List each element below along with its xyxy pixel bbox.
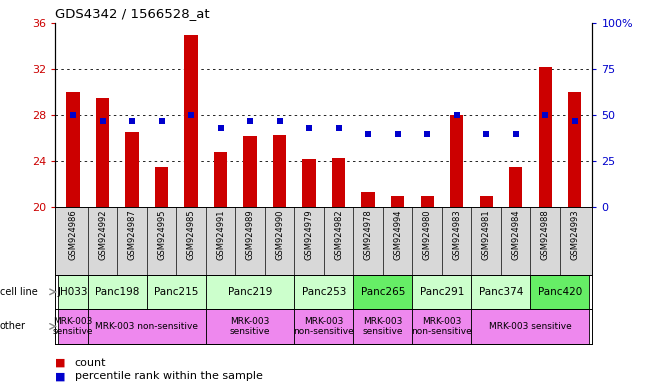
Bar [155, 167, 168, 207]
Bar [353, 309, 412, 344]
Text: Panc291: Panc291 [420, 287, 464, 297]
Point [510, 131, 521, 137]
Text: cell line: cell line [0, 287, 38, 297]
Text: GDS4342 / 1566528_at: GDS4342 / 1566528_at [55, 7, 210, 20]
Text: GSM924991: GSM924991 [216, 209, 225, 260]
Text: MRK-003
non-sensitive: MRK-003 non-sensitive [411, 317, 472, 336]
Text: Panc374: Panc374 [478, 287, 523, 297]
Point [215, 125, 226, 131]
Point [98, 118, 108, 124]
Point [156, 118, 167, 124]
Bar [412, 309, 471, 344]
Bar [273, 135, 286, 207]
Bar [421, 196, 434, 207]
Point [68, 112, 78, 118]
Text: other: other [0, 321, 26, 331]
Text: count: count [75, 358, 106, 368]
Text: MRK-003
sensitive: MRK-003 sensitive [363, 317, 403, 336]
Point [363, 131, 373, 137]
Point [422, 131, 432, 137]
Point [451, 112, 462, 118]
Bar [88, 309, 206, 344]
Bar [96, 98, 109, 207]
Text: GSM924993: GSM924993 [570, 209, 579, 260]
Text: GSM924986: GSM924986 [68, 209, 77, 260]
Point [245, 118, 255, 124]
Text: GSM924984: GSM924984 [511, 209, 520, 260]
Bar [480, 196, 493, 207]
Text: ■: ■ [55, 371, 66, 381]
Point [333, 125, 344, 131]
Text: GSM924979: GSM924979 [305, 209, 314, 260]
Bar [88, 275, 147, 309]
Bar [332, 158, 345, 207]
Text: percentile rank within the sample: percentile rank within the sample [75, 371, 263, 381]
Text: MRK-003 non-sensitive: MRK-003 non-sensitive [95, 322, 199, 331]
Text: MRK-003 sensitive: MRK-003 sensitive [489, 322, 572, 331]
Bar [126, 132, 139, 207]
Text: Panc198: Panc198 [95, 287, 139, 297]
Text: GSM924990: GSM924990 [275, 209, 284, 260]
Bar [206, 275, 294, 309]
Text: GSM924987: GSM924987 [128, 209, 137, 260]
Text: GSM924992: GSM924992 [98, 209, 107, 260]
Bar [412, 275, 471, 309]
Text: Panc219: Panc219 [228, 287, 272, 297]
Bar [294, 309, 353, 344]
Point [275, 118, 285, 124]
Bar [531, 275, 589, 309]
Text: MRK-003
non-sensitive: MRK-003 non-sensitive [294, 317, 354, 336]
Text: GSM924981: GSM924981 [482, 209, 491, 260]
Bar [303, 159, 316, 207]
Bar [294, 275, 353, 309]
Bar [214, 152, 227, 207]
Text: GSM924989: GSM924989 [245, 209, 255, 260]
Text: Panc215: Panc215 [154, 287, 199, 297]
Bar [243, 136, 256, 207]
Point [186, 112, 197, 118]
Bar [353, 275, 412, 309]
Point [481, 131, 492, 137]
Bar [538, 67, 552, 207]
Text: GSM924995: GSM924995 [157, 209, 166, 260]
Point [127, 118, 137, 124]
Bar [206, 309, 294, 344]
Bar [450, 115, 464, 207]
Bar [361, 192, 375, 207]
Point [540, 112, 550, 118]
Point [393, 131, 403, 137]
Text: GSM924985: GSM924985 [187, 209, 195, 260]
Bar [66, 92, 79, 207]
Text: GSM924978: GSM924978 [364, 209, 372, 260]
Text: GSM924980: GSM924980 [422, 209, 432, 260]
Bar [391, 196, 404, 207]
Text: Panc420: Panc420 [538, 287, 582, 297]
Bar [471, 275, 531, 309]
Bar [509, 167, 522, 207]
Text: MRK-003
sensitive: MRK-003 sensitive [53, 317, 93, 336]
Text: Panc265: Panc265 [361, 287, 405, 297]
Bar [471, 309, 589, 344]
Point [304, 125, 314, 131]
Bar [184, 35, 198, 207]
Bar [147, 275, 206, 309]
Text: GSM924988: GSM924988 [541, 209, 549, 260]
Bar [59, 275, 88, 309]
Bar [568, 92, 581, 207]
Text: Panc253: Panc253 [301, 287, 346, 297]
Point [570, 118, 580, 124]
Bar [59, 309, 88, 344]
Text: JH033: JH033 [58, 287, 89, 297]
Text: GSM924982: GSM924982 [334, 209, 343, 260]
Text: GSM924994: GSM924994 [393, 209, 402, 260]
Text: GSM924983: GSM924983 [452, 209, 461, 260]
Text: ■: ■ [55, 358, 66, 368]
Text: MRK-003
sensitive: MRK-003 sensitive [230, 317, 270, 336]
